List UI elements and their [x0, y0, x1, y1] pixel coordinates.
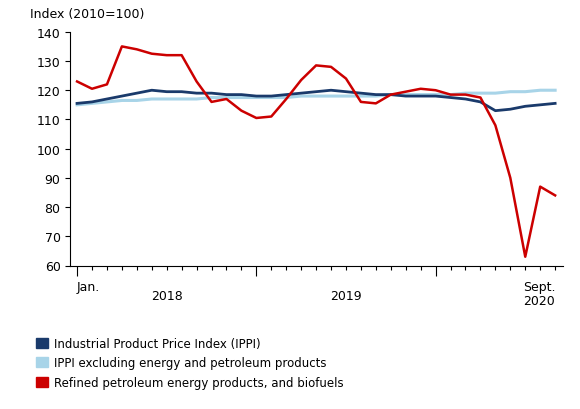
Text: Index (2010=100): Index (2010=100) [30, 8, 144, 21]
Text: 2019: 2019 [330, 289, 362, 302]
Legend: Industrial Product Price Index (IPPI), IPPI excluding energy and petroleum produ: Industrial Product Price Index (IPPI), I… [36, 337, 343, 389]
Text: Jan.: Jan. [77, 280, 100, 293]
Text: 2020: 2020 [523, 294, 555, 307]
Text: Sept.: Sept. [523, 280, 555, 293]
Text: 2018: 2018 [151, 289, 183, 302]
